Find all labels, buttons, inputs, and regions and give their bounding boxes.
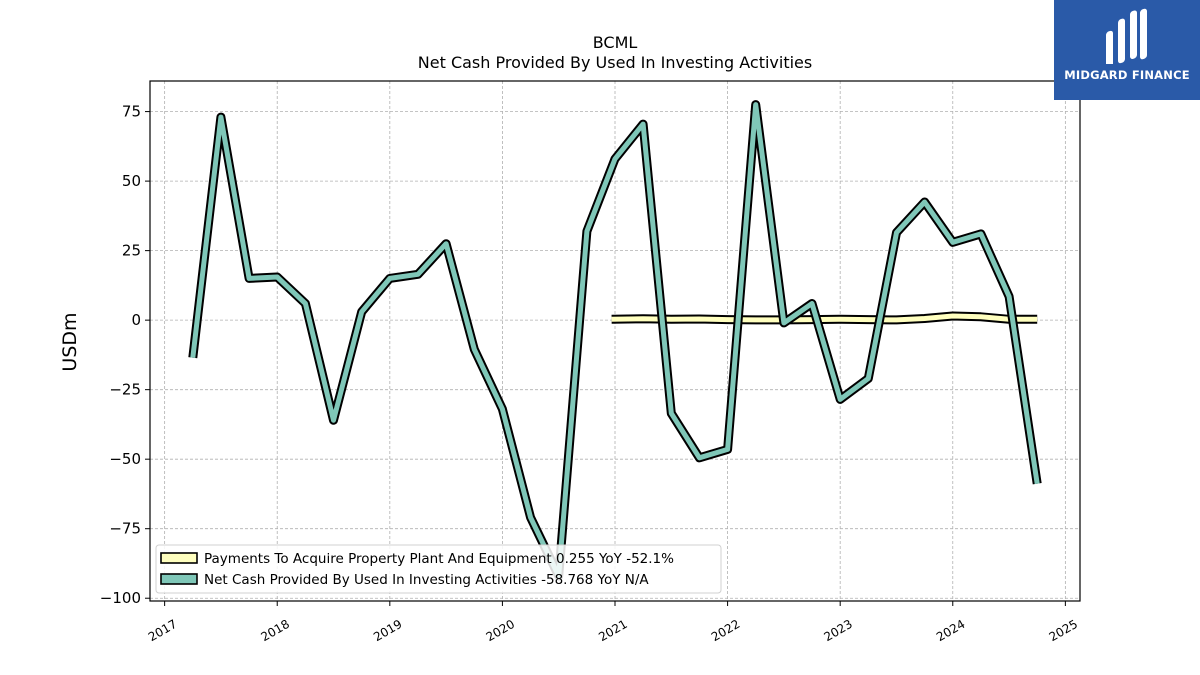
series-2-line — [190, 102, 1040, 579]
x-tick-label: 2024 — [934, 617, 967, 644]
x-tick-label: 2025 — [1047, 617, 1080, 644]
y-tick-label: −50 — [109, 450, 141, 468]
y-tick-label: 50 — [122, 172, 141, 190]
chart-subtitle: Net Cash Provided By Used In Investing A… — [418, 53, 812, 72]
brand-logo: MIDGARD FINANCE — [1054, 0, 1200, 100]
brand-mark-icon — [1106, 8, 1147, 69]
series-2 — [188, 100, 1042, 581]
x-tick-label: 2023 — [821, 617, 854, 644]
series-2-outline — [188, 100, 1042, 581]
x-tick-label: 2018 — [259, 617, 292, 644]
y-axis-label: USDm — [59, 312, 81, 371]
series-layer — [188, 100, 1042, 581]
y-tick-label: 0 — [131, 311, 141, 329]
y-tick-label: −25 — [109, 381, 141, 399]
y-tick-label: −100 — [100, 589, 141, 607]
x-tick-label: 2021 — [596, 617, 629, 644]
y-tick-label: −75 — [109, 520, 141, 538]
legend-label-1: Payments To Acquire Property Plant And E… — [204, 551, 674, 567]
y-tick-label: 25 — [122, 242, 141, 260]
legend-label-2: Net Cash Provided By Used In Investing A… — [204, 572, 649, 588]
series-1-line — [611, 313, 1038, 323]
chart-title: BCML — [593, 33, 638, 52]
legend-swatch-1 — [160, 552, 198, 564]
legend-box — [155, 544, 722, 594]
x-tick-label: 2019 — [371, 617, 404, 644]
series-1 — [611, 311, 1038, 325]
brand-name: MIDGARD FINANCE — [1064, 68, 1190, 82]
legend-swatch-2 — [160, 573, 198, 585]
legend: Payments To Acquire Property Plant And E… — [155, 544, 722, 594]
x-tick-label: 2017 — [146, 617, 179, 644]
y-tick-label: 75 — [122, 103, 141, 121]
x-tick-label: 2022 — [709, 617, 742, 644]
x-tick-label: 2020 — [484, 617, 517, 644]
grid — [150, 81, 1080, 601]
